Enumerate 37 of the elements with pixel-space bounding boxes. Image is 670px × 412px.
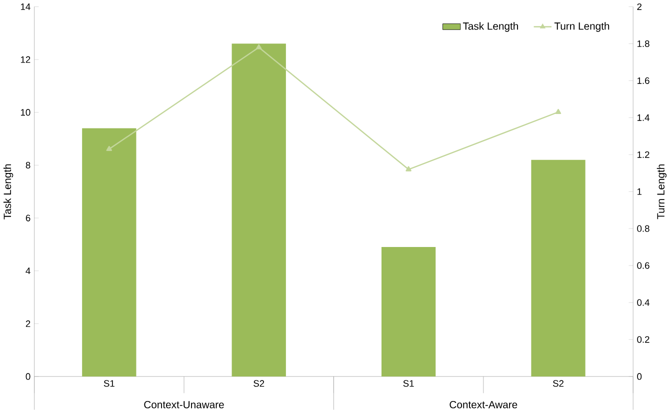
- text: Context-Unaware: [144, 401, 224, 408]
- text: Context-Aware: [450, 401, 518, 408]
- legend-label: Task Length: [462, 22, 518, 32]
- y2-tick-label: 0: [637, 373, 642, 380]
- y2-tick-label: 0.4: [637, 299, 650, 306]
- y2-tick-label: 0.8: [637, 225, 650, 232]
- y2-tick-label: 2: [637, 4, 642, 10]
- y2-tick-label: 0.6: [637, 262, 650, 269]
- x-tick-label: S1: [403, 380, 414, 387]
- point: [256, 44, 262, 50]
- bar: [531, 160, 586, 377]
- y-tick-label: 0: [26, 373, 30, 380]
- y-axis-title: Task Length: [3, 164, 14, 220]
- y-tick-label: 12: [20, 56, 30, 63]
- x-tick-label: S2: [254, 380, 264, 387]
- y-tick-label: 14: [20, 4, 30, 10]
- bar: [381, 247, 436, 377]
- y-tick-label: 8: [26, 162, 30, 169]
- bar: [82, 128, 136, 377]
- point: [406, 166, 412, 172]
- y2-tick-label: 1.2: [637, 151, 650, 158]
- y-tick-label: 6: [26, 214, 30, 222]
- bar: [232, 44, 286, 377]
- legend-label: Turn Length: [554, 22, 610, 32]
- y2-tick-label: 1.8: [637, 40, 650, 48]
- y2-tick-label: 1.4: [637, 114, 650, 121]
- y2-tick-label: 0.2: [637, 336, 650, 343]
- point: [555, 108, 562, 114]
- y-tick-label: 4: [26, 268, 30, 274]
- x-tick-label: S1: [104, 380, 114, 387]
- x-tick-label: S2: [552, 380, 564, 387]
- y2-tick-label: 1: [637, 188, 642, 195]
- y2-tick-label: 1.6: [637, 77, 650, 84]
- y-tick-label: 10: [20, 109, 30, 116]
- y2-axis-title: Turn Length: [656, 164, 667, 220]
- point: [106, 146, 112, 152]
- y-tick-label: 2: [26, 320, 30, 328]
